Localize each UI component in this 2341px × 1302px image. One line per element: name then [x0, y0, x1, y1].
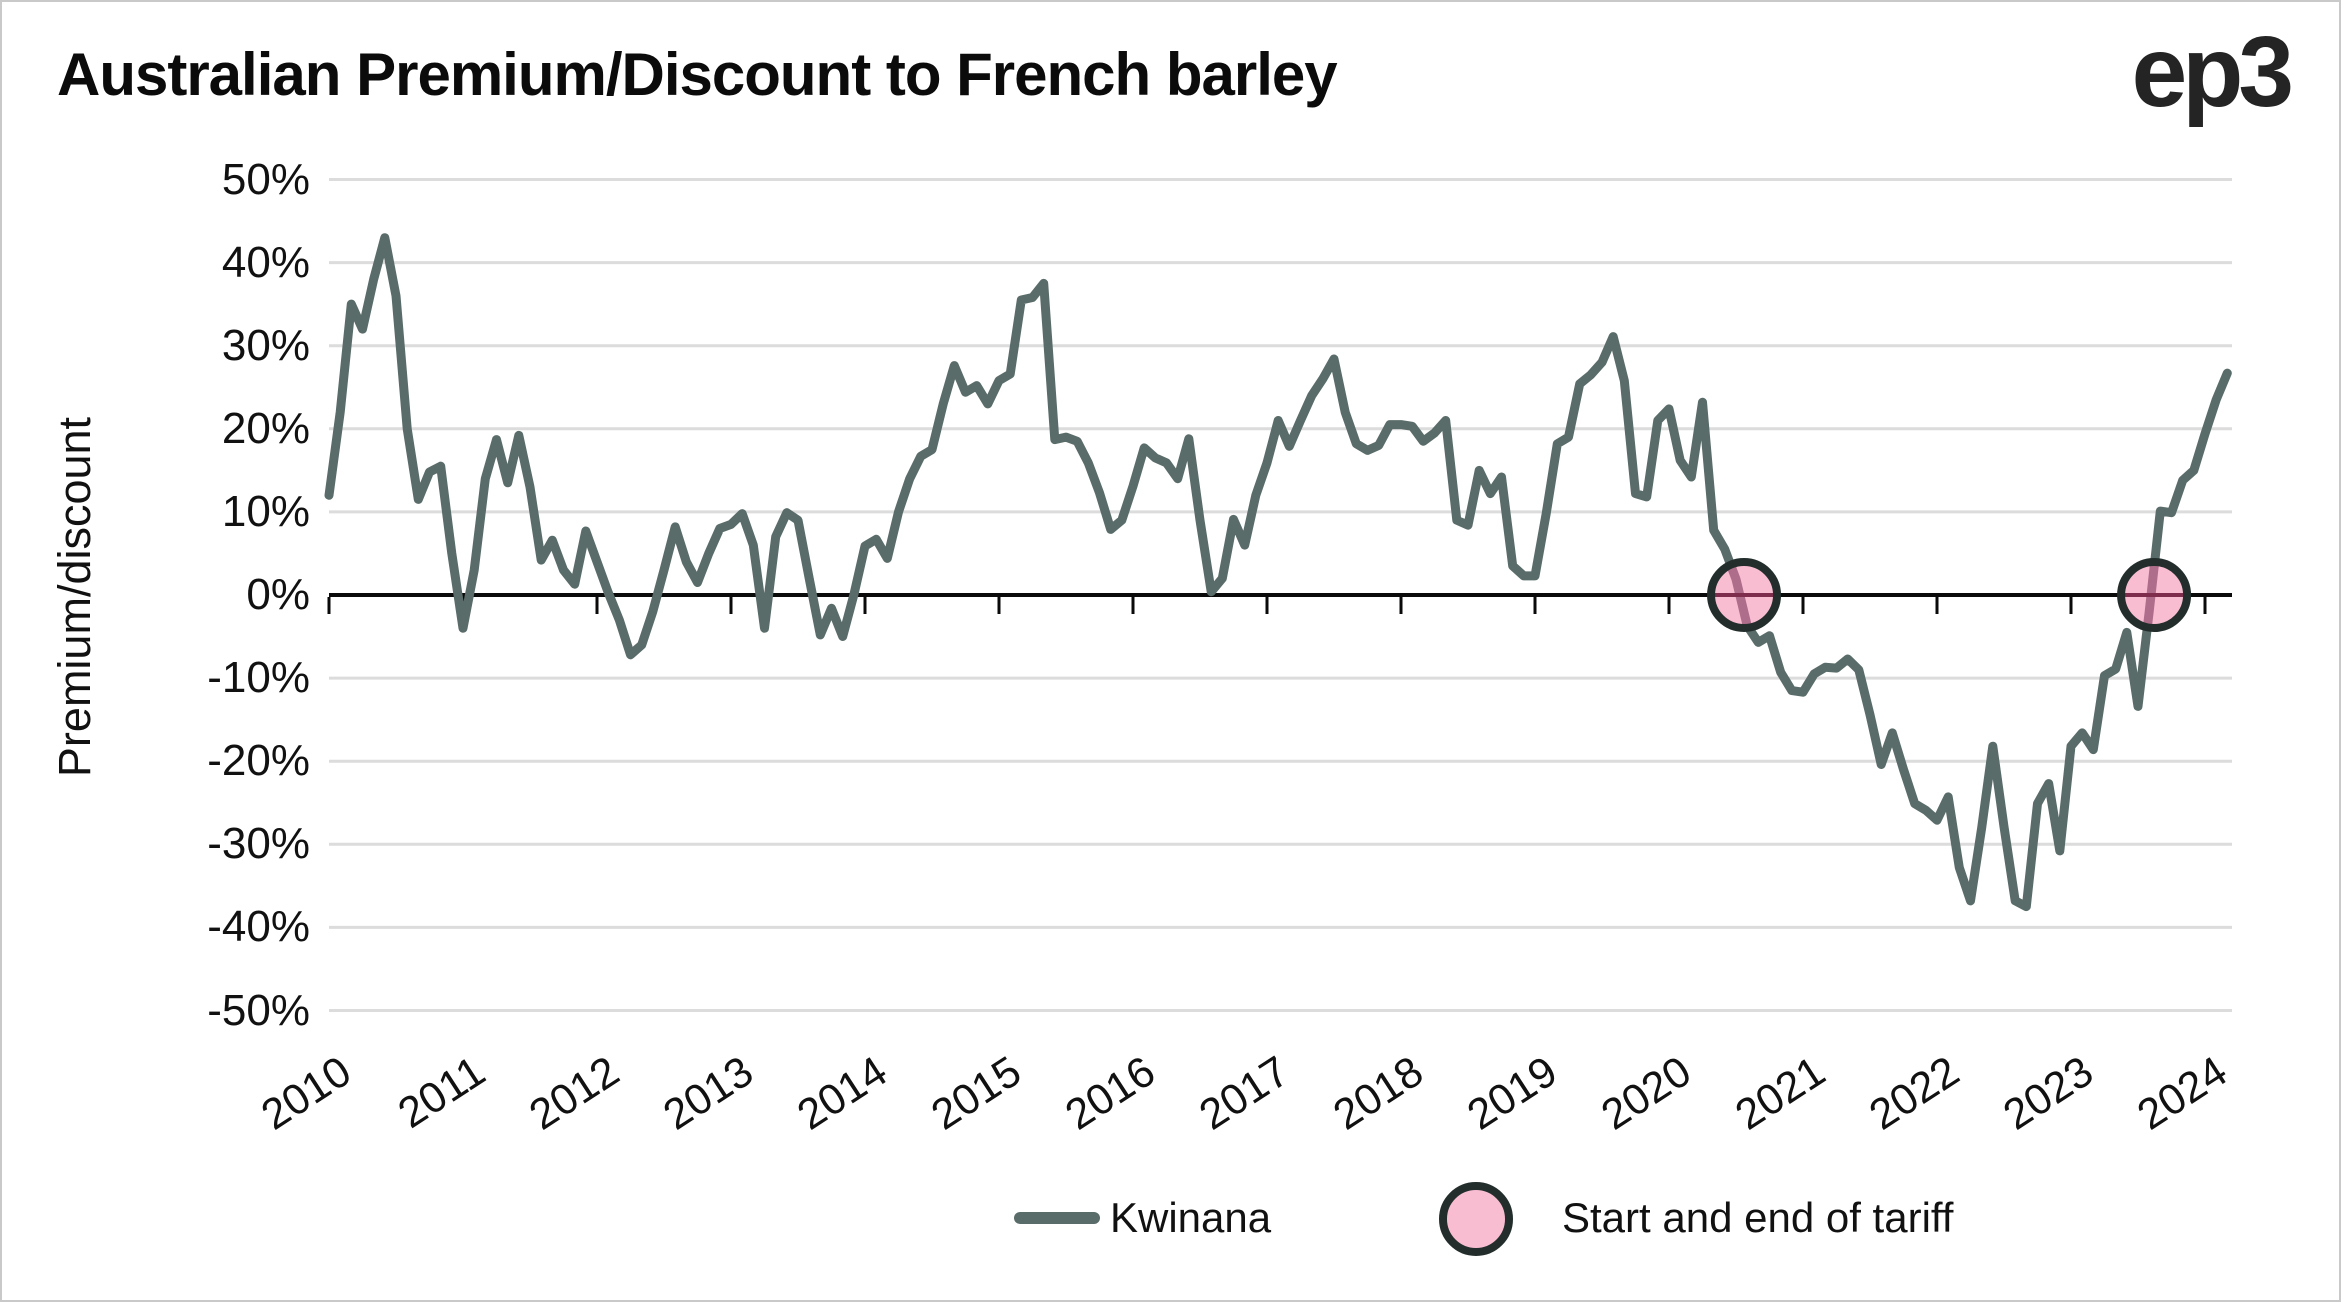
y-tick-label: -10% [207, 653, 310, 703]
tariff-marker-ring [1707, 558, 1782, 632]
y-tick-label: 20% [221, 403, 310, 453]
y-tick-label: -30% [207, 819, 310, 869]
y-tick-label: 10% [221, 486, 310, 536]
y-tick-label: 30% [221, 320, 310, 370]
legend-tariff-marker-icon [1439, 1182, 1513, 1256]
y-tick-label: -20% [207, 736, 310, 786]
ep3-logo: ep3 [2131, 16, 2294, 128]
legend-series-label: Kwinana [1110, 1194, 1272, 1241]
y-tick-label: 40% [221, 237, 310, 287]
y-tick-label: -40% [207, 902, 310, 952]
y-tick-label: 0% [246, 570, 310, 619]
tariff-marker-ring [2117, 558, 2192, 632]
legend-marker-label: Start and end of tariff [1562, 1194, 1954, 1241]
legend-line-swatch [1014, 1212, 1100, 1224]
y-tick-label: -50% [207, 985, 310, 1035]
kwinana-series-line [324, 233, 2232, 912]
y-tick-label: 50% [221, 154, 310, 204]
page-title: Australian Premium/Discount to French ba… [57, 41, 1338, 108]
